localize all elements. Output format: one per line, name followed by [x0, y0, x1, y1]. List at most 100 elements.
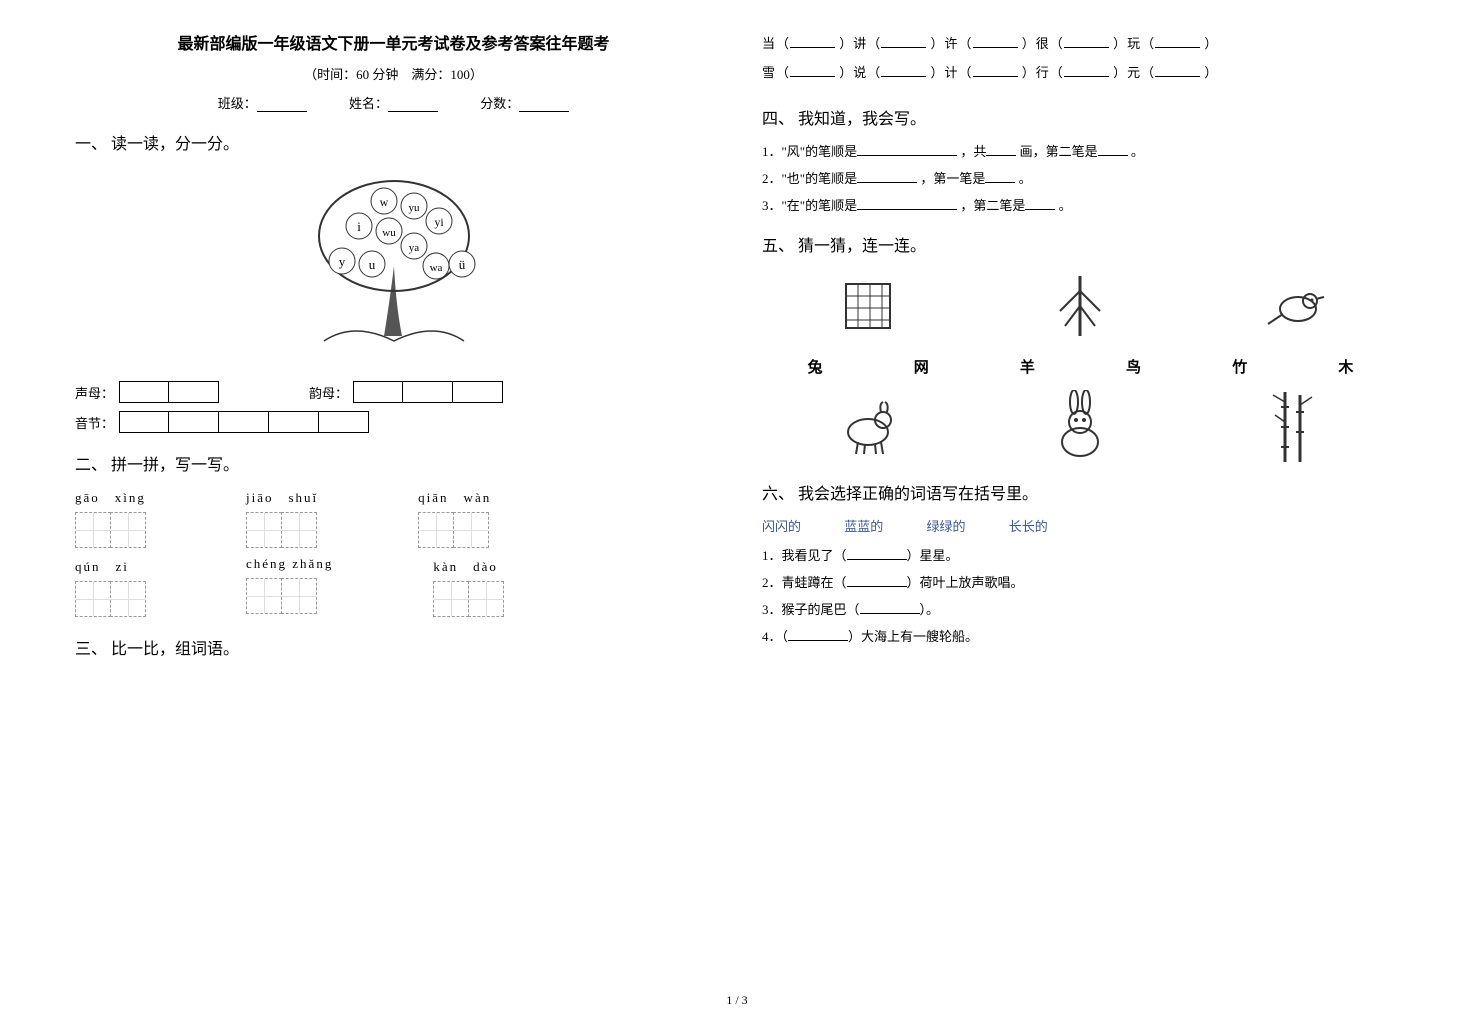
pinyin-group: chéng zhǎng	[246, 556, 333, 617]
txt: ）玩（	[1113, 36, 1155, 51]
q4-line-1: 1．"风"的笔顺是 ，共 画，第二笔是 。	[762, 141, 1399, 160]
write-box	[75, 512, 111, 548]
cell	[403, 381, 453, 403]
cell	[119, 381, 169, 403]
cell	[169, 411, 219, 433]
blank	[1098, 143, 1128, 156]
svg-text:ya: ya	[408, 242, 419, 254]
bird-icon	[1258, 271, 1328, 341]
svg-text:ü: ü	[458, 257, 465, 272]
blank	[1064, 64, 1109, 77]
section-6-heading: 六、 我会选择正确的词语写在括号里。	[762, 480, 1399, 504]
exam-title: 最新部编版一年级语文下册一单元考试卷及参考答案往年题考	[75, 30, 712, 54]
blank	[973, 35, 1018, 48]
write-box	[418, 512, 454, 548]
blank	[847, 547, 907, 560]
exam-meta: （时间：60 分钟 满分：100）	[75, 64, 712, 83]
q6-line-4: 4．（）大海上有一艘轮船。	[762, 626, 1399, 645]
q6-line-1: 1．我看见了（）星星。	[762, 545, 1399, 564]
txt: 2．青蛙蹲在（	[762, 575, 847, 590]
cell	[219, 411, 269, 433]
shengmu-grid	[119, 381, 219, 403]
cell	[169, 381, 219, 403]
option: 绿绿的	[927, 519, 966, 534]
match-chars: 兔 网 羊 鸟 竹 木	[762, 356, 1399, 377]
section-5-heading: 五、 猜一猜，连一连。	[762, 232, 1399, 256]
svg-text:yu: yu	[408, 202, 420, 214]
txt: ，共	[960, 144, 986, 159]
txt: ）大海上有一艘轮船。	[848, 629, 978, 644]
cell	[353, 381, 403, 403]
txt: ）元（	[1113, 65, 1155, 80]
svg-text:i: i	[357, 219, 361, 234]
compare-line-2: 雪（ ）说（ ）计（ ）行（ ）元（ ）	[762, 59, 1399, 88]
page-number: 1 / 3	[726, 993, 747, 1008]
txt: 3．"在"的笔顺是	[762, 198, 857, 213]
cell	[453, 381, 503, 403]
pinyin-group: kàn dào	[433, 556, 504, 617]
blank	[973, 64, 1018, 77]
bamboo-icon	[1258, 392, 1328, 462]
txt: 画，第二笔是	[1020, 144, 1098, 159]
txt: ）星星。	[907, 548, 959, 563]
write-box	[468, 581, 504, 617]
cell	[269, 411, 319, 433]
txt: ）讲（	[839, 36, 881, 51]
blank	[1025, 197, 1055, 210]
name-label: 姓名：	[349, 96, 388, 111]
yinjie-label: 音节：	[75, 413, 115, 432]
shengmu-row: 声母： 韵母：	[75, 381, 712, 403]
pinyin-group: jiāo shuǐ	[246, 487, 318, 548]
svg-text:u: u	[368, 257, 375, 272]
yinjie-row: 音节：	[75, 411, 712, 433]
pinyin-label: kàn dào	[433, 556, 498, 575]
option: 长长的	[1009, 519, 1048, 534]
txt: 雪（	[762, 65, 790, 80]
char: 木	[1338, 356, 1353, 377]
blank	[985, 170, 1015, 183]
txt: 当（	[762, 36, 790, 51]
blank	[860, 601, 920, 614]
match-bottom-icons	[762, 392, 1399, 462]
svg-text:w: w	[379, 195, 388, 209]
pinyin-label: chéng zhǎng	[246, 556, 333, 572]
char: 网	[914, 356, 929, 377]
match-top-icons	[762, 271, 1399, 341]
blank	[881, 35, 926, 48]
pinyin-group: qún zi	[75, 556, 146, 617]
compare-line-1: 当（ ）讲（ ）许（ ）很（ ）玩（ ）	[762, 30, 1399, 59]
left-column: 最新部编版一年级语文下册一单元考试卷及参考答案往年题考 （时间：60 分钟 满分…	[50, 30, 737, 990]
goat-icon	[833, 392, 903, 462]
txt: ）行（	[1022, 65, 1064, 80]
write-box	[433, 581, 469, 617]
txt: 。	[1131, 144, 1144, 159]
txt: ，第一笔是	[920, 171, 985, 186]
txt: ）计（	[931, 65, 973, 80]
blank	[857, 197, 957, 210]
pinyin-label: gāo xìng	[75, 487, 146, 506]
svg-text:yi: yi	[434, 215, 444, 229]
svg-text:wu: wu	[382, 227, 396, 239]
blank	[857, 143, 957, 156]
write-box	[281, 578, 317, 614]
q4-line-3: 3．"在"的笔顺是 ，第二笔是 。	[762, 195, 1399, 214]
write-box	[246, 512, 282, 548]
blank	[788, 628, 848, 641]
blank	[1155, 35, 1200, 48]
write-box	[246, 578, 282, 614]
pinyin-group: qiān wàn	[418, 487, 491, 548]
blank	[857, 170, 917, 183]
rabbit-icon	[1045, 392, 1115, 462]
blank	[1064, 35, 1109, 48]
svg-text:wa: wa	[429, 262, 442, 274]
word-options: 闪闪的 蓝蓝的 绿绿的 长长的	[762, 516, 1399, 535]
net-icon	[833, 271, 903, 341]
yunmu-grid	[353, 381, 503, 403]
pinyin-tree-image: w yu yi i wu ya y u wa ü	[264, 166, 524, 366]
class-label: 班级：	[218, 96, 257, 111]
write-box	[110, 512, 146, 548]
blank	[881, 64, 926, 77]
pinyin-row-2: qún zi chéng zhǎng kàn dào	[75, 556, 712, 617]
char: 兔	[808, 356, 823, 377]
txt: ）很（	[1022, 36, 1064, 51]
